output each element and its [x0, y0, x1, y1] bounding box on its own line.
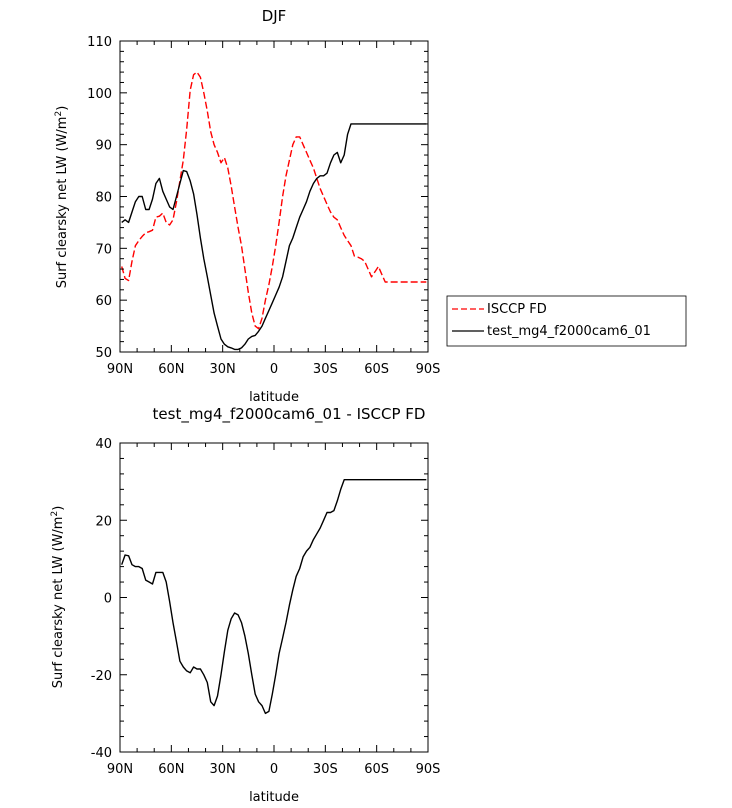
x-tick-label: 30S [313, 362, 338, 377]
x-tick-label: 30N [210, 762, 236, 777]
series-line-1-0 [121, 479, 427, 715]
x-tick-label: 90S [416, 362, 441, 377]
series-line-0-0 [121, 71, 427, 330]
top-chart-title: DJF [262, 7, 287, 25]
y-tick-label: -20 [91, 669, 112, 684]
x-tick-label: 60N [158, 362, 184, 377]
top-plot-frame [119, 40, 429, 353]
y-tick-label: 90 [95, 139, 112, 154]
x-tick-label: 30N [210, 362, 236, 377]
top-panel: DJF 90N 60N 30N 0 30S 60S 90S5060708090100110 … [54, 7, 687, 405]
x-tick-label: 90N [107, 762, 133, 777]
y-tick-label: 100 [87, 87, 112, 102]
x-tick-label: 0 [270, 762, 278, 777]
top-legend: ISCCP FD test_mg4_f2000cam6_01 [446, 295, 687, 347]
bottom-panel: test_mg4_f2000cam6_01 - ISCCP FD 90N 60N 3… [50, 405, 440, 805]
x-tick-label: 30S [313, 762, 338, 777]
bottom-series-group [121, 479, 427, 715]
y-tick-label: 50 [95, 346, 112, 361]
bottom-y-axis-label: Surf clearsky net LW (W/m2) [50, 506, 66, 689]
x-tick-label: 60S [364, 762, 389, 777]
top-axes-group: 90N 60N 30N 0 30S 60S 90S 50 60 70 80 90 100 110 [87, 35, 440, 377]
top-x-axis-label: latitude [249, 390, 299, 405]
x-tick-label: 90N [107, 362, 133, 377]
x-tick-label: 90S [416, 762, 441, 777]
y-tick-label: 110 [87, 35, 112, 50]
x-tick-label: 0 [270, 362, 278, 377]
bottom-axes-group: 90N 60N 30N 0 30S 60S 90S -40 -20 0 20 40 [91, 437, 441, 777]
top-y-axis-label: Surf clearsky net LW (W/m2) [54, 106, 70, 289]
bottom-chart-title: test_mg4_f2000cam6_01 - ISCCP FD [153, 405, 426, 424]
y-tick-label: 80 [95, 191, 112, 206]
y-tick-label: 70 [95, 242, 112, 257]
x-tick-label: 60S [364, 362, 389, 377]
y-tick-label: -40 [91, 746, 112, 761]
y-tick-label: 20 [95, 514, 112, 529]
bottom-plot-frame [119, 442, 429, 753]
x-tick-label: 60N [158, 762, 184, 777]
legend-box [446, 295, 687, 347]
top-series-group [121, 71, 427, 351]
y-tick-label: 40 [95, 437, 112, 452]
y-tick-label: 0 [104, 592, 112, 607]
series-line-0-1 [121, 123, 427, 351]
legend-label-isccp: ISCCP FD [487, 302, 547, 317]
legend-label-model: test_mg4_f2000cam6_01 [487, 324, 651, 339]
y-tick-label: 60 [95, 294, 112, 309]
bottom-x-axis-label: latitude [249, 790, 299, 805]
